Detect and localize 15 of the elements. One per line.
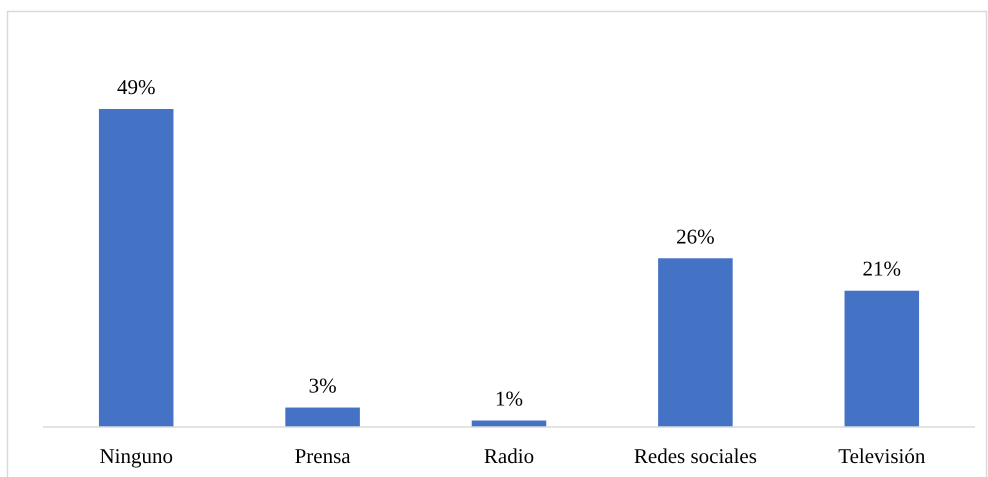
- data-label: 49%: [116, 75, 156, 99]
- data-label: 3%: [308, 374, 337, 398]
- data-label: 26%: [676, 224, 715, 248]
- data-label: 21%: [862, 256, 902, 281]
- bar: [98, 109, 174, 427]
- x-tick-label: Redes sociales: [634, 444, 757, 468]
- bar: [844, 290, 920, 427]
- x-tick-label: Televisión: [838, 444, 926, 468]
- bar: [472, 420, 546, 427]
- bar: [658, 258, 733, 427]
- data-label: 1%: [495, 386, 523, 411]
- x-tick-label: Ninguno: [99, 444, 173, 468]
- x-tick-label: Radio: [484, 444, 534, 468]
- x-tick-label: Prensa: [294, 444, 352, 468]
- bar: [285, 408, 360, 427]
